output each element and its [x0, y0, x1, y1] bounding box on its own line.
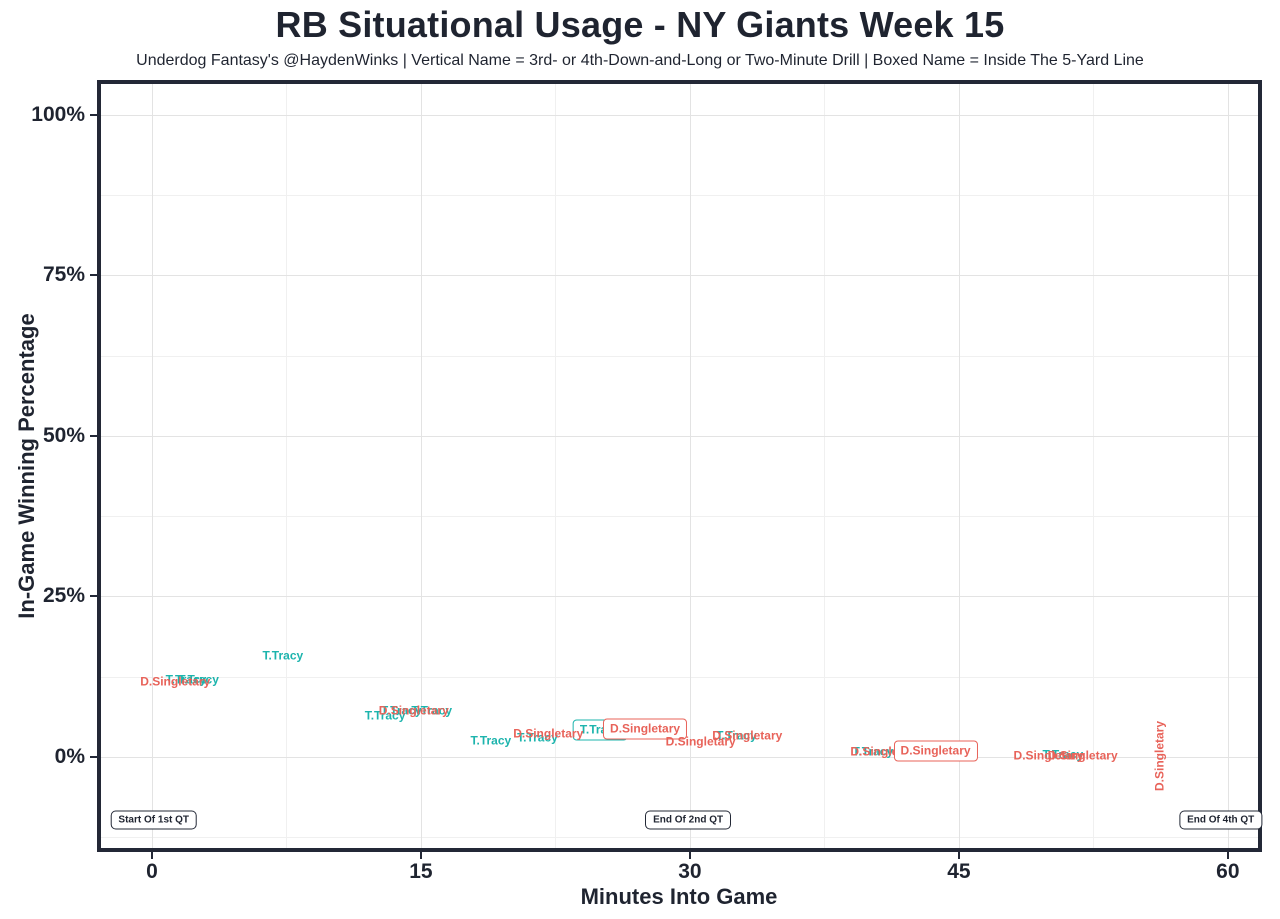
player-label-dsingletary: D.Singletary	[665, 734, 736, 749]
gridline-major-x	[958, 84, 960, 848]
quarter-annotation: End Of 4th QT	[1179, 810, 1263, 830]
gridline-minor-y	[101, 195, 1258, 197]
player-label-dsingletary: D.Singletary	[140, 674, 211, 689]
y-axis-title: In-Game Winning Percentage	[14, 313, 39, 619]
y-tick-label: 50%	[42, 423, 85, 447]
gridline-major-y	[101, 435, 1258, 437]
player-label-ttracy: T.Tracy	[165, 672, 207, 687]
player-label-ttracy: T.Tracy	[470, 733, 512, 748]
player-label-ttracy: T.Tracy	[852, 744, 894, 759]
y-tick-label: 100%	[31, 102, 85, 126]
player-label-ttracy: T.Tracy	[411, 703, 453, 718]
quarter-annotation: Start Of 1st QT	[110, 810, 198, 830]
x-tick-label: 0	[146, 860, 158, 883]
player-label-dsingletary-boxed: D.Singletary	[893, 740, 978, 762]
x-tick-label: 15	[409, 860, 433, 883]
y-axis-tick	[90, 595, 97, 598]
gridline-minor-y	[101, 676, 1258, 678]
gridline-minor-x	[1093, 84, 1095, 848]
gridline-major-y	[101, 596, 1258, 598]
x-axis-tick	[1226, 852, 1229, 859]
x-axis-title: Minutes Into Game	[580, 884, 778, 909]
y-axis-tick	[90, 755, 97, 758]
player-label-dsingletary: D.Singletary	[513, 726, 584, 741]
gridline-minor-y	[101, 355, 1258, 357]
y-tick-label: 0%	[54, 744, 85, 768]
y-axis-tick	[90, 434, 97, 437]
player-label-ttracy: T.Tracy	[364, 708, 406, 723]
gridline-minor-x	[286, 84, 288, 848]
player-label-dsingletary: D.Singletary	[1047, 748, 1118, 763]
x-axis-tick	[688, 852, 691, 859]
gridline-minor-y	[101, 837, 1258, 839]
player-label-ttracy: T.Tracy	[716, 728, 757, 743]
gridline-major-x	[1227, 84, 1229, 848]
player-label-ttracy: T.Tracy	[1042, 747, 1084, 762]
player-label-dsingletary-boxed: D.Singletary	[603, 718, 688, 740]
x-tick-label: 60	[1216, 860, 1240, 883]
player-label-ttracy: T.Tracy	[380, 703, 422, 718]
gridline-major-x	[689, 84, 691, 848]
player-label-ttracy: T.Tracy	[262, 648, 304, 663]
gridline-minor-y	[101, 516, 1258, 518]
x-tick-label: 45	[947, 860, 971, 883]
player-label-dsingletary-vertical: D.Singletary	[1152, 720, 1167, 791]
player-label-ttracy: T.Tracy	[178, 672, 219, 687]
gridline-major-x	[151, 84, 153, 848]
chart-title: RB Situational Usage - NY Giants Week 15	[275, 4, 1005, 45]
y-axis-tick	[90, 113, 97, 116]
plot-panel: T.Tracy T.Tracy T.Tracy T.Tracy T.Tracy T.Tra…	[97, 80, 1263, 852]
gridline-major-x	[420, 84, 422, 848]
y-tick-label: 25%	[42, 584, 85, 608]
x-axis-tick	[957, 852, 960, 859]
quarter-annotation: End Of 2nd QT	[645, 810, 732, 830]
gridline-major-y	[101, 275, 1258, 277]
y-axis-tick	[90, 274, 97, 277]
player-label-dsingletary: D.Singletary	[712, 728, 783, 743]
player-label-ttracy: T.Tracy	[517, 730, 558, 745]
player-label-dsingletary: D.Singletary	[1013, 748, 1084, 763]
x-axis-tick	[150, 852, 153, 859]
gridline-minor-x	[555, 84, 557, 848]
y-tick-label: 75%	[42, 263, 85, 287]
x-tick-label: 30	[678, 860, 702, 883]
gridline-major-y	[101, 756, 1258, 758]
chart-subtitle: Underdog Fantasy's @HaydenWinks | Vertic…	[136, 52, 1144, 69]
gridline-major-y	[101, 114, 1258, 116]
x-axis-tick	[419, 852, 422, 859]
player-label-dsingletary: D.Singletary	[378, 703, 449, 718]
gridline-minor-x	[824, 84, 826, 848]
